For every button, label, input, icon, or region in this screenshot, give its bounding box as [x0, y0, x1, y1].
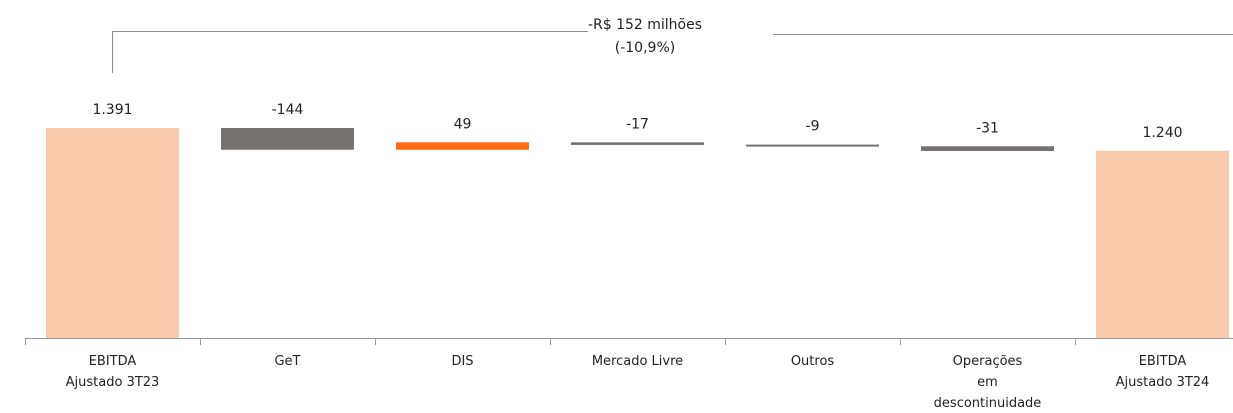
change-annotation-line1: -R$ 152 milhões	[587, 17, 703, 33]
category-label-6-0: EBITDA	[1139, 354, 1187, 369]
category-label-2-0: DIS	[451, 354, 473, 369]
bars-group	[46, 128, 1229, 338]
data-label-4: -9	[806, 119, 820, 135]
data-label-0: 1.391	[92, 102, 132, 118]
change-bracket	[112, 31, 1233, 73]
category-labels-group: EBITDA Ajustado 3T23 GeT DIS Mercado Livre Ou…	[66, 354, 1210, 411]
bracket-left	[112, 31, 588, 73]
data-label-5: -31	[976, 120, 999, 136]
data-label-3: -17	[626, 116, 649, 132]
bar-6	[1096, 150, 1229, 338]
category-label-1-0: GeT	[274, 354, 300, 369]
category-label-6-1: Ajustado 3T24	[1116, 375, 1210, 390]
data-label-6: 1.240	[1142, 125, 1182, 141]
bar-0	[46, 128, 179, 338]
bar-2	[396, 142, 529, 150]
data-label-1: -144	[272, 102, 304, 118]
change-annotation-line2: (-10,9%)	[614, 40, 676, 56]
data-label-2: 49	[454, 116, 472, 132]
category-label-5-1: em	[977, 375, 998, 390]
category-label-0-0: EBITDA	[89, 354, 137, 369]
category-label-3-0: Mercado Livre	[592, 354, 683, 369]
data-labels-group: 1.391 -144 49 -17 -9 -31 1.240	[92, 102, 1182, 141]
category-label-5-2: descontinuidade	[934, 396, 1042, 411]
bar-5	[921, 146, 1054, 151]
x-axis	[25, 338, 1233, 345]
bar-1	[221, 128, 354, 150]
category-label-4-0: Outros	[791, 354, 835, 369]
category-label-0-1: Ajustado 3T23	[66, 375, 160, 390]
bar-3	[571, 142, 704, 145]
bar-4	[746, 144, 879, 147]
category-label-5-0: Operações	[953, 354, 1023, 369]
